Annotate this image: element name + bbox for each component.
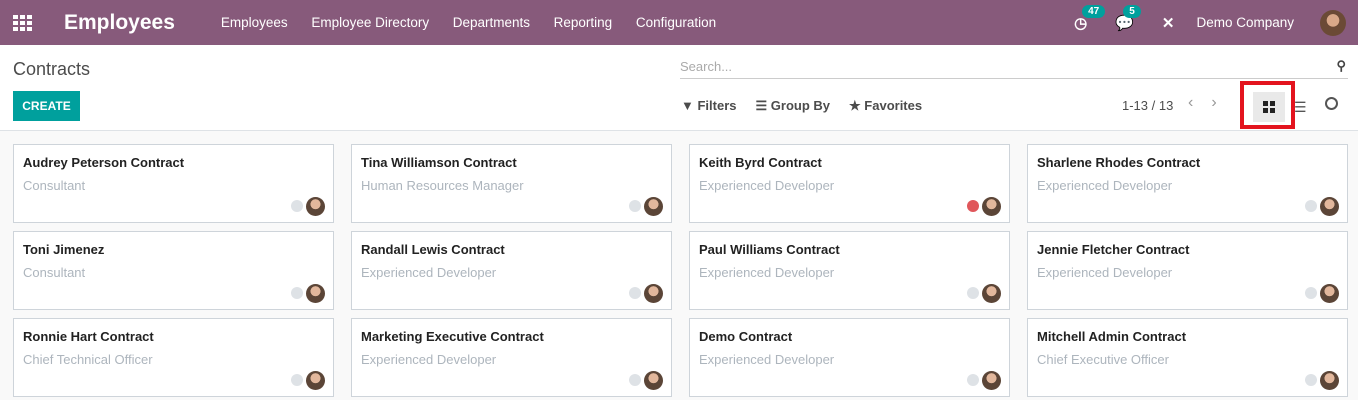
kanban-state-icon[interactable] — [629, 287, 641, 299]
employee-avatar — [644, 197, 663, 216]
job-title: Chief Executive Officer — [1037, 352, 1169, 367]
job-title: Experienced Developer — [1037, 178, 1173, 193]
breadcrumb-title: Contracts — [13, 59, 91, 79]
contract-name: Sharlene Rhodes Contract — [1037, 155, 1201, 170]
company-switcher[interactable]: Demo Company — [1196, 15, 1294, 30]
menu-reporting[interactable]: Reporting — [553, 15, 613, 30]
pager-value[interactable]: 1-13 / 13 — [1122, 98, 1174, 113]
kanban-card[interactable]: Randall Lewis Contract Experienced Develo… — [351, 231, 672, 310]
contract-name: Keith Byrd Contract — [699, 155, 822, 170]
favorites-label: Favorites — [864, 98, 923, 113]
contract-name: Randall Lewis Contract — [361, 242, 505, 257]
apps-menu-icon[interactable] — [13, 14, 33, 31]
employee-avatar — [1320, 284, 1339, 303]
menu-departments[interactable]: Departments — [452, 15, 531, 30]
kanban-state-icon[interactable] — [291, 200, 303, 212]
debug-tools-icon[interactable]: ✕ — [1161, 14, 1175, 32]
user-avatar[interactable] — [1320, 9, 1346, 36]
kanban-card[interactable]: Jennie Fletcher Contract Experienced Deve… — [1027, 231, 1348, 310]
contract-name: Paul Williams Contract — [699, 242, 840, 257]
search-icon[interactable]: ⚲ — [1336, 58, 1346, 73]
control-panel: Contracts CREATE Search... ⚲ ▼ Filters ☰ … — [0, 45, 1358, 131]
menu-configuration[interactable]: Configuration — [635, 15, 717, 30]
kanban-state-icon[interactable] — [1305, 200, 1317, 212]
filters-label: Filters — [697, 98, 737, 113]
kanban-card[interactable]: Marketing Executive Contract Experienced … — [351, 318, 672, 397]
job-title: Human Resources Manager — [361, 178, 524, 193]
kanban-state-icon[interactable] — [291, 374, 303, 386]
contract-name: Jennie Fletcher Contract — [1037, 242, 1190, 257]
kanban-state-icon[interactable] — [629, 200, 641, 212]
kanban-card[interactable]: Audrey Peterson Contract Consultant — [13, 144, 334, 223]
contract-name: Toni Jimenez — [23, 242, 105, 257]
employee-avatar — [982, 284, 1001, 303]
employee-avatar — [982, 371, 1001, 390]
group-by-label: Group By — [770, 98, 831, 113]
contract-name: Tina Williamson Contract — [361, 155, 517, 170]
group-by-button[interactable]: ☰ Group By — [755, 98, 831, 113]
search-input[interactable]: Search... ⚲ — [680, 58, 1348, 79]
employee-avatar — [644, 371, 663, 390]
kanban-card[interactable]: Toni Jimenez Consultant — [13, 231, 334, 310]
messages-icon[interactable]: 💬 5 — [1115, 4, 1141, 32]
employee-avatar — [1320, 197, 1339, 216]
kanban-card[interactable]: Sharlene Rhodes Contract Experienced Deve… — [1027, 144, 1348, 223]
contract-name: Ronnie Hart Contract — [23, 329, 154, 344]
app-title[interactable]: Employees — [64, 10, 175, 34]
kanban-state-icon[interactable] — [967, 374, 979, 386]
kanban-card[interactable]: Ronnie Hart Contract Chief Technical Offi… — [13, 318, 334, 397]
job-title: Experienced Developer — [699, 352, 835, 367]
kanban-card[interactable]: Tina Williamson Contract Human Resources … — [351, 144, 672, 223]
job-title: Consultant — [23, 178, 86, 193]
pager-previous-icon[interactable]: ‹ — [1188, 94, 1194, 111]
contract-name: Demo Contract — [699, 329, 793, 344]
job-title: Experienced Developer — [361, 265, 497, 280]
job-title: Consultant — [23, 265, 86, 280]
kanban-card[interactable]: Mitchell Admin Contract Chief Executive O… — [1027, 318, 1348, 397]
favorites-button[interactable]: ★ Favorites — [849, 98, 923, 113]
activity-icon[interactable]: ◷ 47 — [1074, 4, 1106, 32]
kanban-state-icon[interactable] — [629, 374, 641, 386]
filters-button[interactable]: ▼ Filters — [681, 98, 737, 113]
kanban-state-icon[interactable] — [967, 200, 979, 212]
employee-avatar — [306, 371, 325, 390]
activity-view-icon[interactable] — [1325, 97, 1338, 110]
kanban-state-icon[interactable] — [291, 287, 303, 299]
kanban-card[interactable]: Keith Byrd Contract Experienced Developer — [689, 144, 1010, 223]
employee-avatar — [644, 284, 663, 303]
kanban-card[interactable]: Paul Williams Contract Experienced Develo… — [689, 231, 1010, 310]
menu-employee-directory[interactable]: Employee Directory — [311, 15, 430, 30]
job-title: Chief Technical Officer — [23, 352, 153, 367]
kanban-state-icon[interactable] — [1305, 374, 1317, 386]
kanban-card[interactable]: Demo Contract Experienced Developer — [689, 318, 1010, 397]
menu-employees[interactable]: Employees — [220, 15, 288, 30]
list-view-icon[interactable]: ☰ — [1294, 99, 1307, 115]
pager-next-icon[interactable]: › — [1211, 94, 1217, 111]
kanban-state-icon[interactable] — [967, 287, 979, 299]
employee-avatar — [982, 197, 1001, 216]
messages-badge: 5 — [1123, 4, 1141, 18]
contract-name: Audrey Peterson Contract — [23, 155, 185, 170]
kanban-grid: Audrey Peterson Contract Consultant Tina W… — [13, 144, 1348, 397]
kanban-view-icon[interactable] — [1253, 92, 1285, 122]
job-title: Experienced Developer — [1037, 265, 1173, 280]
job-title: Experienced Developer — [699, 265, 835, 280]
employee-avatar — [306, 284, 325, 303]
contract-name: Mitchell Admin Contract — [1037, 329, 1187, 344]
kanban-state-icon[interactable] — [1305, 287, 1317, 299]
employee-avatar — [306, 197, 325, 216]
job-title: Experienced Developer — [699, 178, 835, 193]
top-navbar: Employees Employees Employee Directory D… — [0, 0, 1358, 45]
job-title: Experienced Developer — [361, 352, 497, 367]
create-button[interactable]: CREATE — [13, 91, 80, 121]
highlight-box — [1240, 81, 1295, 129]
employee-avatar — [1320, 371, 1339, 390]
activity-badge: 47 — [1082, 4, 1106, 18]
contract-name: Marketing Executive Contract — [361, 329, 544, 344]
search-placeholder: Search... — [680, 59, 733, 74]
